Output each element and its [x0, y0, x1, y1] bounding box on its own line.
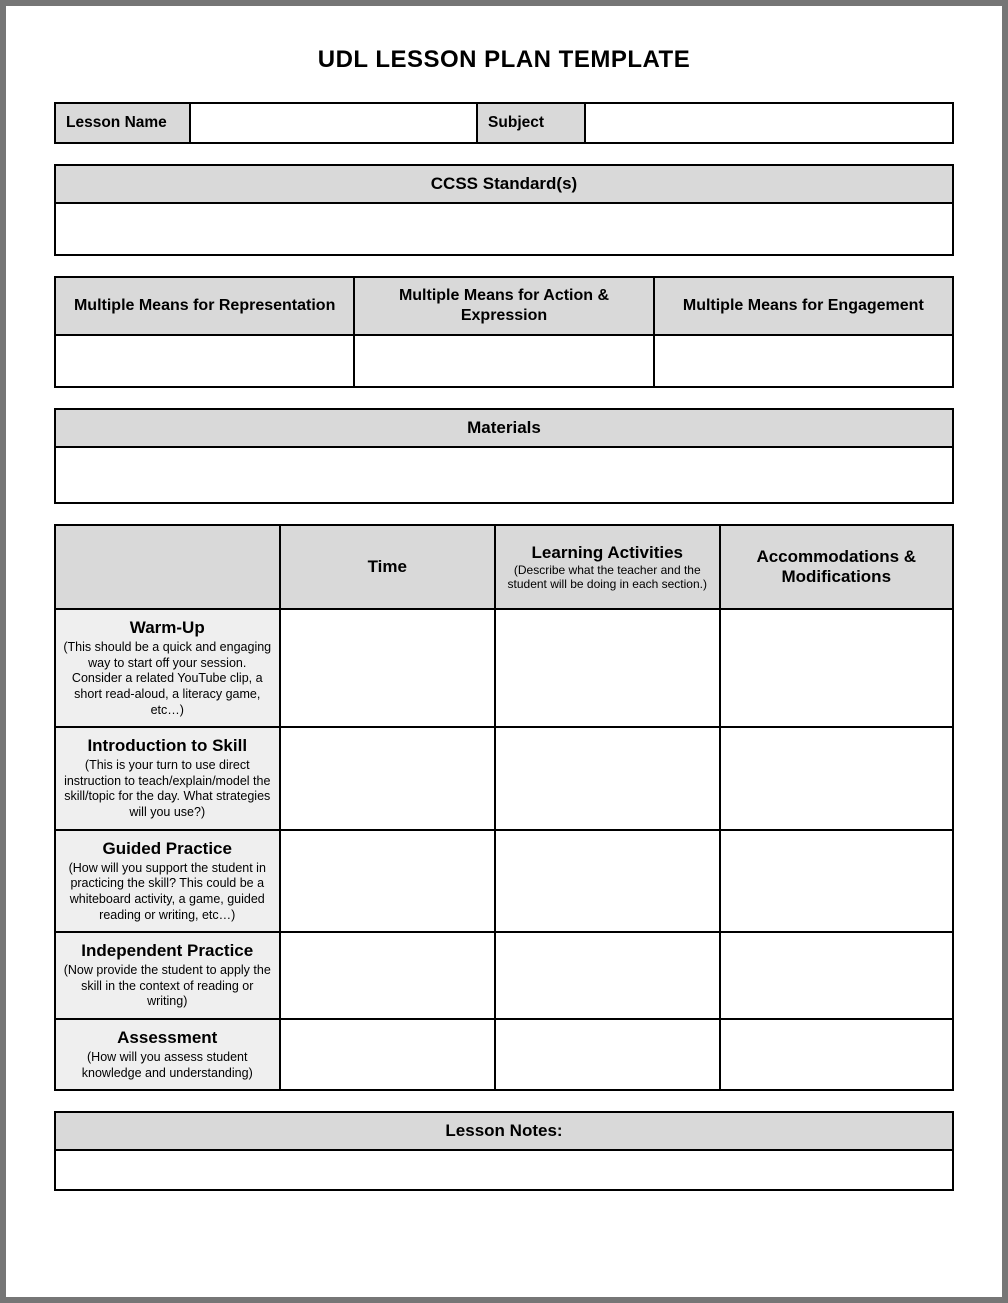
plan-row-label-main: Introduction to Skill: [62, 736, 273, 756]
plan-row: Guided Practice (How will you support th…: [55, 830, 953, 933]
materials-label: Materials: [55, 409, 953, 447]
plan-col-blank: [55, 525, 280, 609]
plan-row-time[interactable]: [280, 1019, 496, 1090]
notes-input[interactable]: [55, 1150, 953, 1190]
means-table: Multiple Means for Representation Multip…: [54, 276, 954, 388]
materials-input[interactable]: [55, 447, 953, 503]
plan-row-label-sub: (How will you assess student knowledge a…: [62, 1050, 273, 1081]
lesson-header-table: Lesson Name Subject: [54, 102, 954, 144]
plan-row-label-sub: (This is your turn to use direct instruc…: [62, 758, 273, 821]
subject-label: Subject: [477, 103, 585, 143]
ccss-input[interactable]: [55, 203, 953, 255]
plan-row-label: Introduction to Skill (This is your turn…: [55, 727, 280, 830]
plan-row-activities[interactable]: [495, 727, 720, 830]
plan-row-accommodations[interactable]: [720, 1019, 953, 1090]
plan-row-activities[interactable]: [495, 830, 720, 933]
plan-row-label: Assessment (How will you assess student …: [55, 1019, 280, 1090]
plan-table: Time Learning Activities (Describe what …: [54, 524, 954, 1091]
plan-col-accommodations-text: Accommodations & Modifications: [731, 547, 942, 587]
plan-row-time[interactable]: [280, 609, 496, 727]
plan-row-label-main: Warm-Up: [62, 618, 273, 638]
plan-row: Warm-Up (This should be a quick and enga…: [55, 609, 953, 727]
plan-row-accommodations[interactable]: [720, 932, 953, 1019]
plan-row-label-sub: (How will you support the student in pra…: [62, 861, 273, 924]
plan-row-label-sub: (Now provide the student to apply the sk…: [62, 963, 273, 1010]
means-representation-input[interactable]: [55, 335, 354, 387]
plan-row-label: Independent Practice (Now provide the st…: [55, 932, 280, 1019]
plan-row-activities[interactable]: [495, 932, 720, 1019]
notes-label: Lesson Notes:: [55, 1112, 953, 1150]
materials-table: Materials: [54, 408, 954, 504]
means-action-label: Multiple Means for Action & Expression: [354, 277, 653, 335]
ccss-label: CCSS Standard(s): [55, 165, 953, 203]
ccss-table: CCSS Standard(s): [54, 164, 954, 256]
page-title: UDL LESSON PLAN TEMPLATE: [54, 46, 954, 74]
plan-col-activities-sub: (Describe what the teacher and the stude…: [506, 563, 709, 592]
lesson-name-label: Lesson Name: [55, 103, 190, 143]
plan-row: Introduction to Skill (This is your turn…: [55, 727, 953, 830]
plan-row: Assessment (How will you assess student …: [55, 1019, 953, 1090]
plan-row-accommodations[interactable]: [720, 727, 953, 830]
plan-col-time: Time: [280, 525, 496, 609]
means-action-input[interactable]: [354, 335, 653, 387]
plan-row: Independent Practice (Now provide the st…: [55, 932, 953, 1019]
lesson-name-input[interactable]: [190, 103, 477, 143]
plan-row-label-main: Guided Practice: [62, 839, 273, 859]
plan-row-label-sub: (This should be a quick and engaging way…: [62, 640, 273, 718]
plan-row-time[interactable]: [280, 932, 496, 1019]
plan-col-activities: Learning Activities (Describe what the t…: [495, 525, 720, 609]
plan-col-activities-main: Learning Activities: [506, 543, 709, 563]
plan-row-time[interactable]: [280, 830, 496, 933]
plan-row-label-main: Assessment: [62, 1028, 273, 1048]
plan-row-activities[interactable]: [495, 1019, 720, 1090]
subject-input[interactable]: [585, 103, 953, 143]
plan-row-label-main: Independent Practice: [62, 941, 273, 961]
means-engagement-input[interactable]: [654, 335, 953, 387]
plan-col-accommodations: Accommodations & Modifications: [720, 525, 953, 609]
plan-row-time[interactable]: [280, 727, 496, 830]
plan-row-label: Warm-Up (This should be a quick and enga…: [55, 609, 280, 727]
means-representation-label: Multiple Means for Representation: [55, 277, 354, 335]
means-engagement-label: Multiple Means for Engagement: [654, 277, 953, 335]
plan-row-label: Guided Practice (How will you support th…: [55, 830, 280, 933]
notes-table: Lesson Notes:: [54, 1111, 954, 1191]
plan-row-activities[interactable]: [495, 609, 720, 727]
page: UDL LESSON PLAN TEMPLATE Lesson Name Sub…: [0, 0, 1008, 1303]
plan-row-accommodations[interactable]: [720, 830, 953, 933]
plan-col-time-text: Time: [291, 557, 485, 577]
plan-row-accommodations[interactable]: [720, 609, 953, 727]
